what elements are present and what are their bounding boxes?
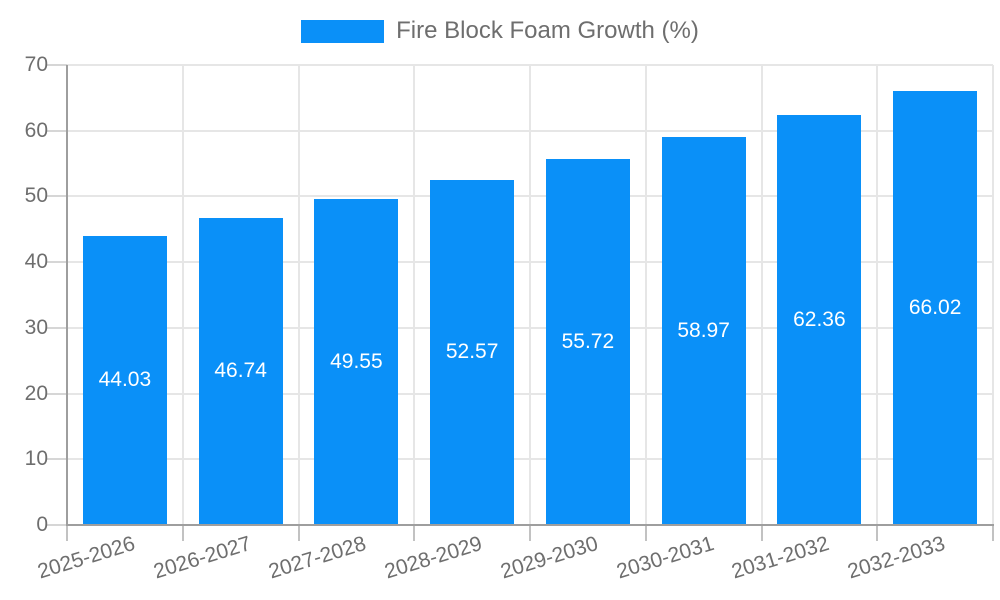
x-gridline [181,65,184,525]
bar-value-label: 55.72 [561,329,615,353]
x-gridline [297,65,300,525]
y-axis-tick-label: 20 [24,381,48,405]
y-axis-tick [47,524,67,526]
bar-2030-2031[interactable] [661,137,746,524]
bar-value-label: 46.74 [214,359,267,383]
y-axis-tick-label: 50 [24,184,48,208]
x-axis-tick [876,524,879,541]
x-axis-tick [413,524,416,541]
y-axis-tick-label: 30 [24,315,48,339]
bar-value-label: 44.03 [98,368,152,392]
y-axis-tick [47,129,67,132]
x-gridline [876,65,879,525]
y-axis-tick [47,458,67,461]
x-gridline [644,65,647,525]
y-axis-tick [47,392,67,395]
y-axis-tick [47,261,67,264]
bar-2029-2030[interactable] [545,158,630,524]
x-axis-tick [644,524,647,541]
x-axis-tick [760,524,763,541]
y-axis-tick [47,195,67,198]
legend-swatch [301,19,385,43]
bar-2028-2029[interactable] [430,179,515,524]
x-axis-tick [181,524,184,541]
y-axis-tick-label: 70 [24,53,48,76]
y-axis-tick-label: 10 [24,447,48,471]
legend-label: Fire Block Foam Growth (%) [396,17,699,44]
y-axis-tick [47,326,67,329]
y-axis-tick-label: 0 [36,513,48,536]
bar-2025-2026[interactable] [82,235,167,524]
bar-2032-2033[interactable] [893,91,978,524]
bar-value-label: 52.57 [445,340,499,364]
x-axis-line [66,524,994,526]
y-axis-tick-label: 40 [24,250,48,274]
bar-2026-2027[interactable] [198,217,283,524]
x-gridline [760,65,763,525]
bar-value-label: 62.36 [793,308,846,332]
legend-item[interactable]: Fire Block Foam Growth (%) [0,17,1000,45]
x-axis-tick [992,524,994,541]
bar-value-label: 66.02 [908,296,962,320]
y-axis-line [66,65,68,526]
x-gridline [529,65,531,525]
bar-value-label: 58.97 [677,319,730,343]
x-axis-tick [66,524,68,541]
x-axis-tick [529,524,531,541]
y-axis-tick [47,64,67,66]
x-axis-tick [297,524,300,541]
y-axis-tick-label: 60 [24,118,48,142]
x-gridline [992,65,994,525]
x-gridline [413,65,416,525]
bar-value-label: 49.55 [330,350,383,374]
bar-2027-2028[interactable] [314,199,399,524]
bar-2031-2032[interactable] [777,115,862,524]
